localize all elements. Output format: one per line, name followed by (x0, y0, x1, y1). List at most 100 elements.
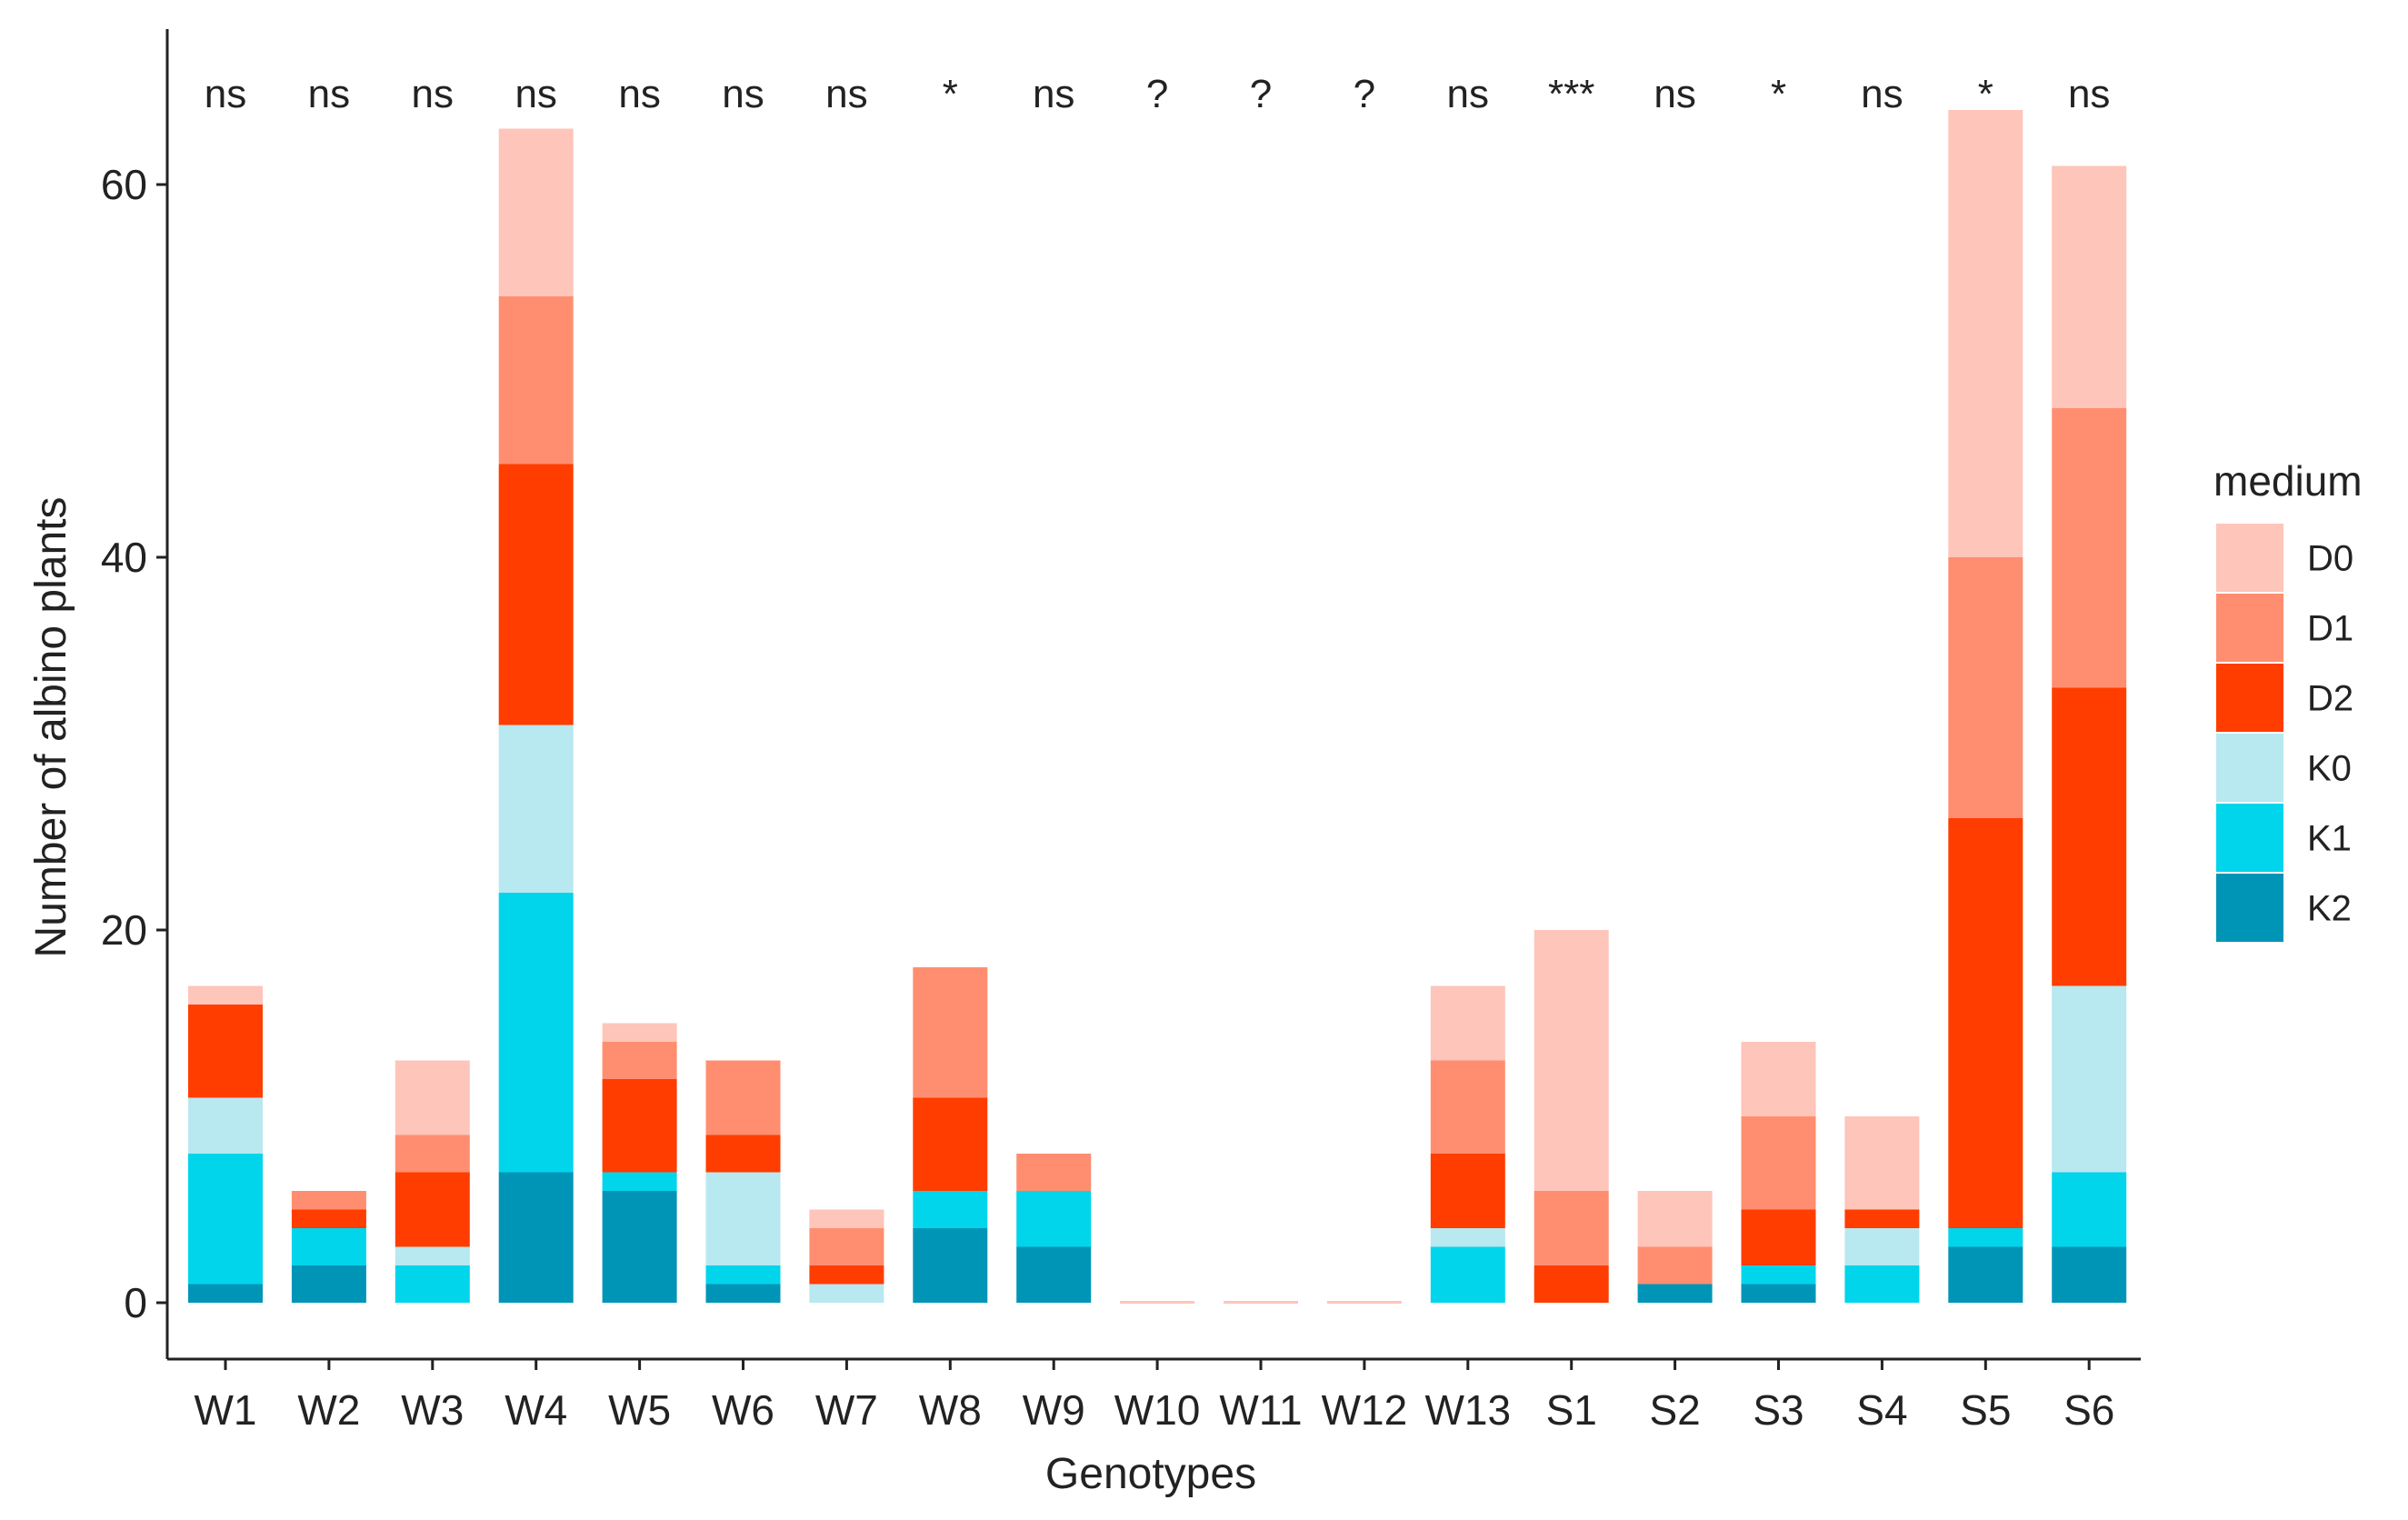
x-tick-label-W5: W5 (608, 1386, 671, 1434)
bar-S6-D1 (2052, 408, 2127, 688)
significance-W12: ? (1354, 72, 1375, 116)
bar-W4-D2 (498, 464, 574, 725)
bar-S6-K0 (2052, 985, 2127, 1173)
bar-S6-K1 (2052, 1172, 2127, 1247)
x-tick-label-S2: S2 (1649, 1386, 1700, 1434)
bar-S5-D0 (1948, 110, 2023, 557)
legend-title: medium (2213, 457, 2363, 505)
bar-W7-K0 (809, 1284, 884, 1303)
bar-S3-K1 (1741, 1265, 1816, 1285)
x-tick-label-W12: W12 (1322, 1386, 1408, 1434)
bar-W1-D2 (188, 1005, 263, 1098)
bar-W2-K2 (291, 1265, 366, 1303)
x-tick-label-W1: W1 (195, 1386, 257, 1434)
x-tick-label-S6: S6 (2063, 1386, 2114, 1434)
bar-S6-K2 (2052, 1246, 2127, 1303)
bar-S1-D2 (1534, 1265, 1609, 1303)
y-tick-label-40: 40 (101, 534, 147, 581)
bar-S6-D2 (2052, 687, 2127, 986)
bar-W2-K1 (291, 1228, 366, 1265)
bar-W3-D0 (395, 1060, 470, 1135)
y-tick-label-0: 0 (124, 1279, 147, 1326)
bar-W6-D2 (705, 1135, 781, 1173)
bar-S4-D0 (1844, 1116, 1920, 1210)
x-tick-label-S4: S4 (1856, 1386, 1907, 1434)
bar-W6-K2 (705, 1284, 781, 1303)
bar-W5-D0 (602, 1023, 677, 1042)
bar-W4-D1 (498, 296, 574, 465)
bar-W11-empty (1224, 1301, 1298, 1304)
bar-W8-K2 (913, 1228, 988, 1303)
bar-W8-D1 (913, 967, 988, 1098)
bar-W1-D0 (188, 985, 263, 1005)
bar-W13-D2 (1430, 1154, 1505, 1228)
significance-W9: ns (1033, 72, 1074, 116)
x-tick-label-S3: S3 (1753, 1386, 1804, 1434)
bar-W6-D1 (705, 1060, 781, 1135)
bar-S2-K2 (1637, 1284, 1713, 1303)
bar-W6-K1 (705, 1265, 781, 1285)
significance-W7: ns (825, 72, 867, 116)
bar-S1-D1 (1534, 1191, 1609, 1265)
bar-W1-K0 (188, 1097, 263, 1154)
significance-W5: ns (618, 72, 660, 116)
x-tick-label-W10: W10 (1114, 1386, 1201, 1434)
bar-W4-K1 (498, 893, 574, 1173)
bar-S3-D1 (1741, 1116, 1816, 1210)
bar-S5-D1 (1948, 557, 2023, 818)
bar-W13-K0 (1430, 1228, 1505, 1247)
bar-S4-K1 (1844, 1265, 1920, 1303)
significance-W2: ns (308, 72, 350, 116)
y-tick-label-60: 60 (101, 161, 147, 208)
significance-S2: ns (1654, 72, 1695, 116)
significance-W6: ns (722, 72, 764, 116)
significance-S6: ns (2068, 72, 2110, 116)
legend-label-K2: K2 (2307, 889, 2352, 929)
legend-label-D0: D0 (2307, 539, 2353, 579)
significance-S4: ns (1861, 72, 1903, 116)
x-axis-ticks: W1 W2 W3 W4 W5 W6 W7 W8 W9 W10 W11 W12 W13 S1 S2 S3 S4 S5… (195, 1359, 2114, 1434)
y-axis-title: Number of albino plants (27, 497, 75, 958)
bar-S4-D2 (1844, 1209, 1920, 1228)
significance-W13: ns (1447, 72, 1489, 116)
legend-label-D1: D1 (2307, 609, 2353, 649)
x-tick-label-W9: W9 (1023, 1386, 1085, 1434)
bar-W9-K2 (1016, 1246, 1092, 1303)
x-tick-label-W13: W13 (1425, 1386, 1512, 1434)
bar-W13-D1 (1430, 1060, 1505, 1154)
significance-W10: ? (1146, 72, 1168, 116)
bar-W9-K1 (1016, 1191, 1092, 1247)
legend-key-K1 (2216, 804, 2283, 872)
x-tick-label-W8: W8 (919, 1386, 982, 1434)
bar-W4-D0 (498, 128, 574, 296)
x-tick-label-W11: W11 (1219, 1386, 1302, 1434)
bar-S5-K1 (1948, 1228, 2023, 1247)
bar-S1-D0 (1534, 930, 1609, 1191)
bar-W6-K0 (705, 1172, 781, 1265)
bar-W7-D0 (809, 1209, 884, 1228)
bar-W7-D2 (809, 1265, 884, 1285)
x-tick-label-W7: W7 (815, 1386, 878, 1434)
x-tick-label-W6: W6 (712, 1386, 774, 1434)
legend-key-K2 (2216, 874, 2283, 942)
bar-W10-empty (1120, 1301, 1195, 1304)
significance-W4: ns (515, 72, 556, 116)
significance-S5: * (1978, 72, 1993, 116)
x-tick-label-W4: W4 (505, 1386, 567, 1434)
legend-key-D0 (2216, 524, 2283, 592)
bar-W13-K1 (1430, 1246, 1505, 1303)
significance-S3: * (1771, 72, 1786, 116)
legend-label-D2: D2 (2307, 679, 2353, 719)
legend-label-K1: K1 (2307, 819, 2352, 859)
significance-W3: ns (412, 72, 454, 116)
bar-W3-K0 (395, 1246, 470, 1265)
bar-S3-K2 (1741, 1284, 1816, 1303)
legend-label-K0: K0 (2307, 749, 2352, 789)
bar-W7-D1 (809, 1228, 884, 1265)
bar-W4-K2 (498, 1172, 574, 1303)
bar-W13-D0 (1430, 985, 1505, 1061)
bar-W8-D2 (913, 1097, 988, 1191)
bar-W2-D1 (291, 1191, 366, 1210)
legend: D0 D1 D2 K0 K1 K2 (2216, 524, 2353, 942)
y-axis-ticks: 0 20 40 60 (101, 161, 167, 1326)
